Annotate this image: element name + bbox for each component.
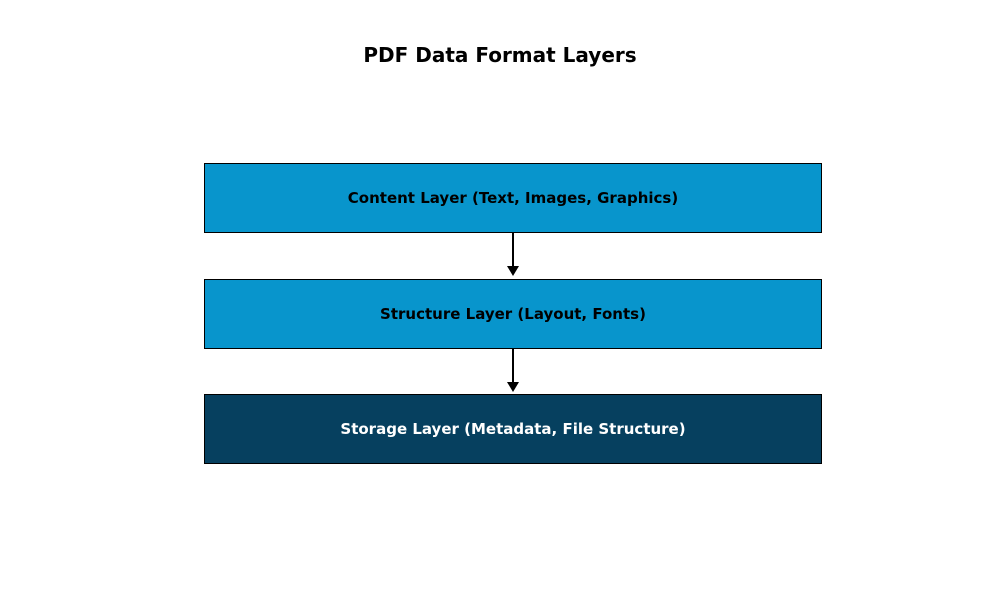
storage-layer-box: Storage Layer (Metadata, File Structure) (204, 394, 822, 464)
diagram-title: PDF Data Format Layers (0, 43, 1000, 67)
structure-layer-box: Structure Layer (Layout, Fonts) (204, 279, 822, 349)
content-layer-box: Content Layer (Text, Images, Graphics) (204, 163, 822, 233)
diagram-canvas: PDF Data Format Layers Content Layer (Te… (0, 0, 1000, 600)
content-layer-label: Content Layer (Text, Images, Graphics) (348, 189, 678, 207)
arrow-structure-to-storage (505, 349, 521, 392)
storage-layer-label: Storage Layer (Metadata, File Structure) (340, 420, 685, 438)
arrow-content-to-structure (505, 233, 521, 276)
structure-layer-label: Structure Layer (Layout, Fonts) (380, 305, 646, 323)
